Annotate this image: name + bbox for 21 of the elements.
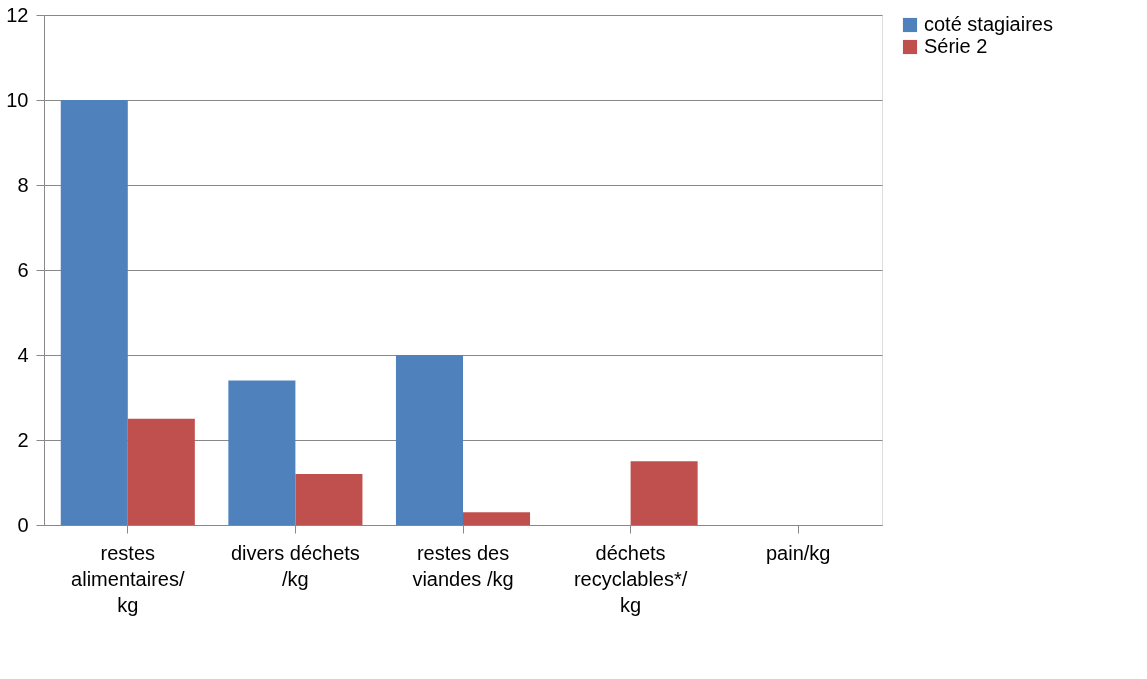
x-tick-label: restes des viandes /kg [412,541,514,590]
bar [228,380,296,525]
y-tick-label: 2 [17,428,29,451]
x-tick-label: divers déchets /kg [230,541,360,590]
bar [60,100,128,525]
y-tick-label: 6 [17,258,29,281]
x-tick-label: déchets recyclables*/ kg [573,541,688,616]
bar [395,355,463,525]
y-tick-label: 10 [6,88,29,111]
y-tick-label: 12 [6,3,29,26]
bar [630,461,698,525]
x-tick-label: pain/kg [765,541,831,564]
bar [295,474,363,525]
legend-label: coté stagiaires [924,13,1053,35]
x-tick-label: restes alimentaires/ kg [71,541,185,616]
bar [127,418,195,525]
y-tick-label: 8 [17,173,29,196]
y-tick-label: 4 [17,343,29,366]
bar [463,512,531,525]
legend-label: Série 2 [924,35,988,57]
y-tick-label: 0 [17,513,29,536]
